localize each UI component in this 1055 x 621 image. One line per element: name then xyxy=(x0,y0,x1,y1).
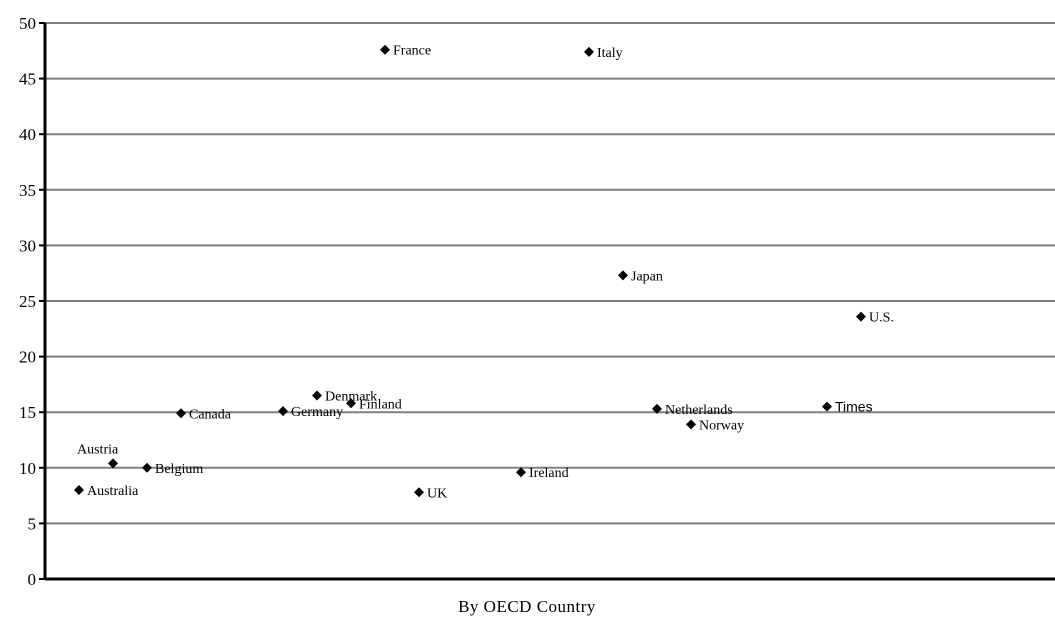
data-label: UK xyxy=(427,486,447,501)
y-tick-label: 5 xyxy=(28,514,37,533)
y-tick-label: 50 xyxy=(19,14,36,33)
data-point-ireland xyxy=(516,467,526,478)
data-point-denmark xyxy=(312,390,322,401)
data-label: Netherlands xyxy=(665,403,733,418)
data-label: Canada xyxy=(189,407,232,422)
x-axis-label: By OECD Country xyxy=(458,597,596,616)
y-tick-label: 30 xyxy=(19,236,36,255)
data-label: Denmark xyxy=(325,390,377,405)
data-label: Norway xyxy=(699,418,744,433)
data-point-u-s xyxy=(856,311,866,322)
data-label: Australia xyxy=(87,484,139,499)
data-point-uk xyxy=(414,487,424,498)
y-tick-label: 45 xyxy=(19,70,36,89)
y-tick-label: 35 xyxy=(19,181,36,200)
y-tick-label: 10 xyxy=(19,459,36,478)
data-point-italy xyxy=(584,46,594,57)
y-tick-label: 15 xyxy=(19,403,36,422)
y-tick-label: 0 xyxy=(28,570,37,589)
y-tick-label: 40 xyxy=(19,125,36,144)
data-point-netherlands xyxy=(652,403,662,414)
data-label: Germany xyxy=(291,405,343,420)
data-label: Japan xyxy=(631,269,663,284)
y-tick-label: 25 xyxy=(19,292,36,311)
data-point-australia xyxy=(74,485,84,496)
data-label: Ireland xyxy=(529,466,569,481)
data-point-norway xyxy=(686,419,696,430)
data-label: Finland xyxy=(359,397,402,412)
data-label: Austria xyxy=(77,442,119,457)
data-point-finland xyxy=(346,398,356,409)
data-point-belgium xyxy=(142,462,152,473)
data-label: U.S. xyxy=(869,311,894,326)
y-tick-label: 20 xyxy=(19,348,36,367)
y-axis: 0 5 10 15 20 25 30 35 40 45 50 xyxy=(19,14,47,589)
data-label: France xyxy=(393,44,431,59)
data-point-germany xyxy=(278,406,288,417)
data-label: Belgium xyxy=(155,462,203,477)
data-point-france xyxy=(380,44,390,55)
data-label: Italy xyxy=(597,46,623,61)
data-point-times xyxy=(822,401,832,412)
data-point-canada xyxy=(176,408,186,419)
gridlines xyxy=(45,22,1055,525)
data-label: Times xyxy=(835,399,873,415)
data-point-japan xyxy=(618,270,628,281)
data-point-austria xyxy=(108,458,118,469)
data-points: Australia Austria Belgium Canada GermanyDenm… xyxy=(74,44,894,501)
